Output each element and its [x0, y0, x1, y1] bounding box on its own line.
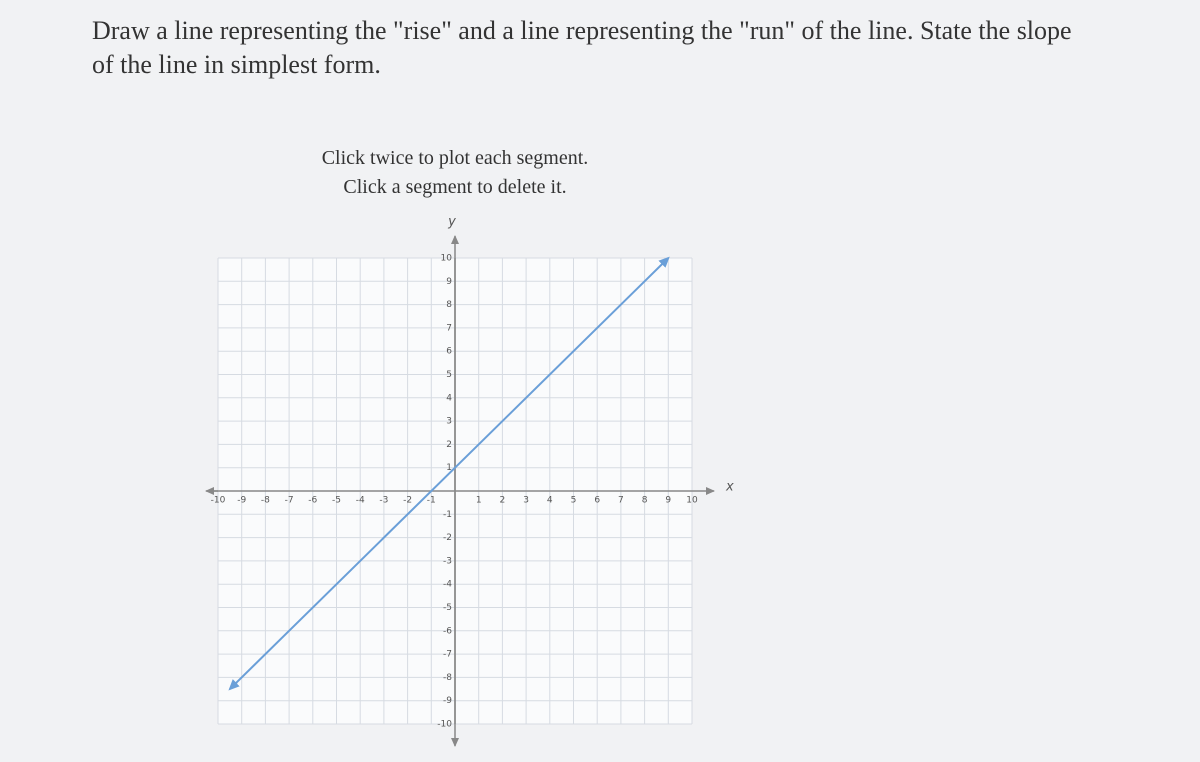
x-tick-label: 6: [594, 496, 600, 506]
plotted-line: [228, 256, 670, 691]
y-axis-label: y: [447, 215, 456, 230]
x-tick-label: -10: [211, 496, 226, 506]
y-tick-label: 9: [446, 277, 452, 287]
x-tick-label: 7: [618, 496, 624, 506]
y-tick-label: 2: [446, 440, 452, 450]
x-tick-label: -2: [403, 496, 412, 506]
x-tick-label: -7: [285, 496, 294, 506]
y-tick-label: 3: [446, 417, 452, 427]
x-tick-label: 2: [500, 496, 506, 506]
instructions: Click twice to plot each segment. Click …: [300, 144, 610, 202]
y-tick-label: -4: [443, 580, 452, 590]
y-tick-label: 4: [446, 393, 452, 403]
y-tick-label: -5: [443, 603, 452, 613]
y-tick-label: -10: [437, 720, 452, 730]
y-tick-label: 8: [446, 300, 452, 310]
question: Draw a line representing the "rise" and …: [92, 16, 1072, 79]
x-tick-label: 1: [476, 496, 482, 506]
instruction: Click twice to plot each segment.: [321, 147, 589, 169]
x-tick-label: 9: [665, 496, 671, 506]
y-tick-label: 10: [441, 254, 453, 264]
x-tick-label: 10: [686, 496, 698, 506]
instruction: Click a segment to delete it.: [343, 176, 567, 198]
y-tick-label: -7: [443, 650, 452, 660]
y-tick-label: -2: [443, 533, 452, 543]
y-tick-label: -9: [443, 696, 452, 706]
x-tick-label: 5: [571, 496, 577, 506]
x-tick-label: -3: [379, 496, 388, 506]
x-tick-label: 4: [547, 496, 553, 506]
x-tick-label: -9: [237, 496, 246, 506]
x-tick-label: -4: [356, 496, 365, 506]
x-tick-label: -8: [261, 496, 270, 506]
y-tick-label: -8: [443, 673, 452, 683]
x-tick-label: 3: [523, 496, 529, 506]
y-tick-label: 6: [446, 347, 452, 357]
x-tick-label: -6: [308, 496, 317, 506]
y-tick-label: 5: [446, 370, 452, 380]
x-tick-label: -1: [427, 496, 436, 506]
y-tick-label: 7: [446, 323, 452, 333]
y-tick-label: -3: [443, 556, 452, 566]
x-tick-label: 8: [642, 496, 648, 506]
x-axis-label: x: [725, 480, 734, 495]
y-tick-label: -1: [443, 510, 452, 520]
x-tick-label: -5: [332, 496, 341, 506]
y-tick-label: -6: [443, 626, 452, 636]
